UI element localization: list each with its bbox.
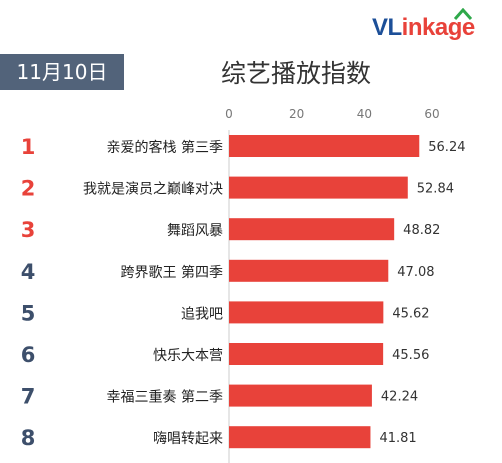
value-label: 47.08 [397, 265, 434, 280]
logo-prefix: VL [372, 14, 402, 41]
bar-chart: 0 20 40 60 1 亲爱的客栈 第三季 56.24 2 我就是演员之巅峰对决 52.84 3 舞… [21, 107, 465, 463]
date-badge: 11月10日 [0, 54, 124, 90]
bar [229, 218, 395, 241]
category-label: 我就是演员之巅峰对决 [83, 182, 223, 198]
category-label: 嗨唱转起来 [153, 431, 223, 447]
rank-number: 7 [21, 385, 36, 409]
rank-number: 8 [21, 426, 36, 450]
rank-number: 3 [21, 218, 36, 242]
rank-number: 1 [21, 135, 36, 159]
category-label: 追我吧 [181, 306, 223, 322]
category-label: 跨界歌王 第四季 [121, 264, 223, 281]
rank-number: 6 [21, 343, 36, 367]
category-label: 舞蹈风暴 [167, 223, 223, 239]
bar [229, 343, 384, 365]
bar [229, 384, 372, 407]
category-label: 亲爱的客栈 第三季 [107, 139, 223, 156]
bar [229, 426, 371, 449]
value-label: 45.56 [392, 348, 429, 363]
chart-title: 综艺播放指数 [220, 59, 371, 88]
bar [229, 135, 420, 157]
logo-rest: inkage [401, 14, 476, 41]
bar [229, 301, 384, 324]
vlinkage-logo: VLinkage [372, 13, 475, 43]
value-label: 48.82 [403, 223, 440, 238]
x-tick-label: 40 [357, 107, 372, 121]
logo-roof-icon [454, 8, 472, 20]
x-tick-label: 0 [225, 107, 233, 121]
rank-number: 5 [21, 301, 36, 325]
bar [229, 176, 408, 199]
value-label: 45.62 [392, 306, 429, 321]
value-label: 56.24 [428, 140, 465, 155]
value-label: 42.24 [381, 390, 418, 405]
rank-number: 4 [21, 260, 36, 284]
rank-number: 2 [21, 177, 36, 201]
bar [229, 259, 389, 282]
x-tick-label: 20 [289, 107, 304, 121]
category-label: 幸福三重奏 第二季 [107, 389, 223, 406]
x-tick-label: 60 [424, 107, 439, 121]
value-label: 52.84 [417, 182, 454, 197]
category-label: 快乐大本营 [153, 348, 223, 364]
value-label: 41.81 [379, 431, 416, 446]
